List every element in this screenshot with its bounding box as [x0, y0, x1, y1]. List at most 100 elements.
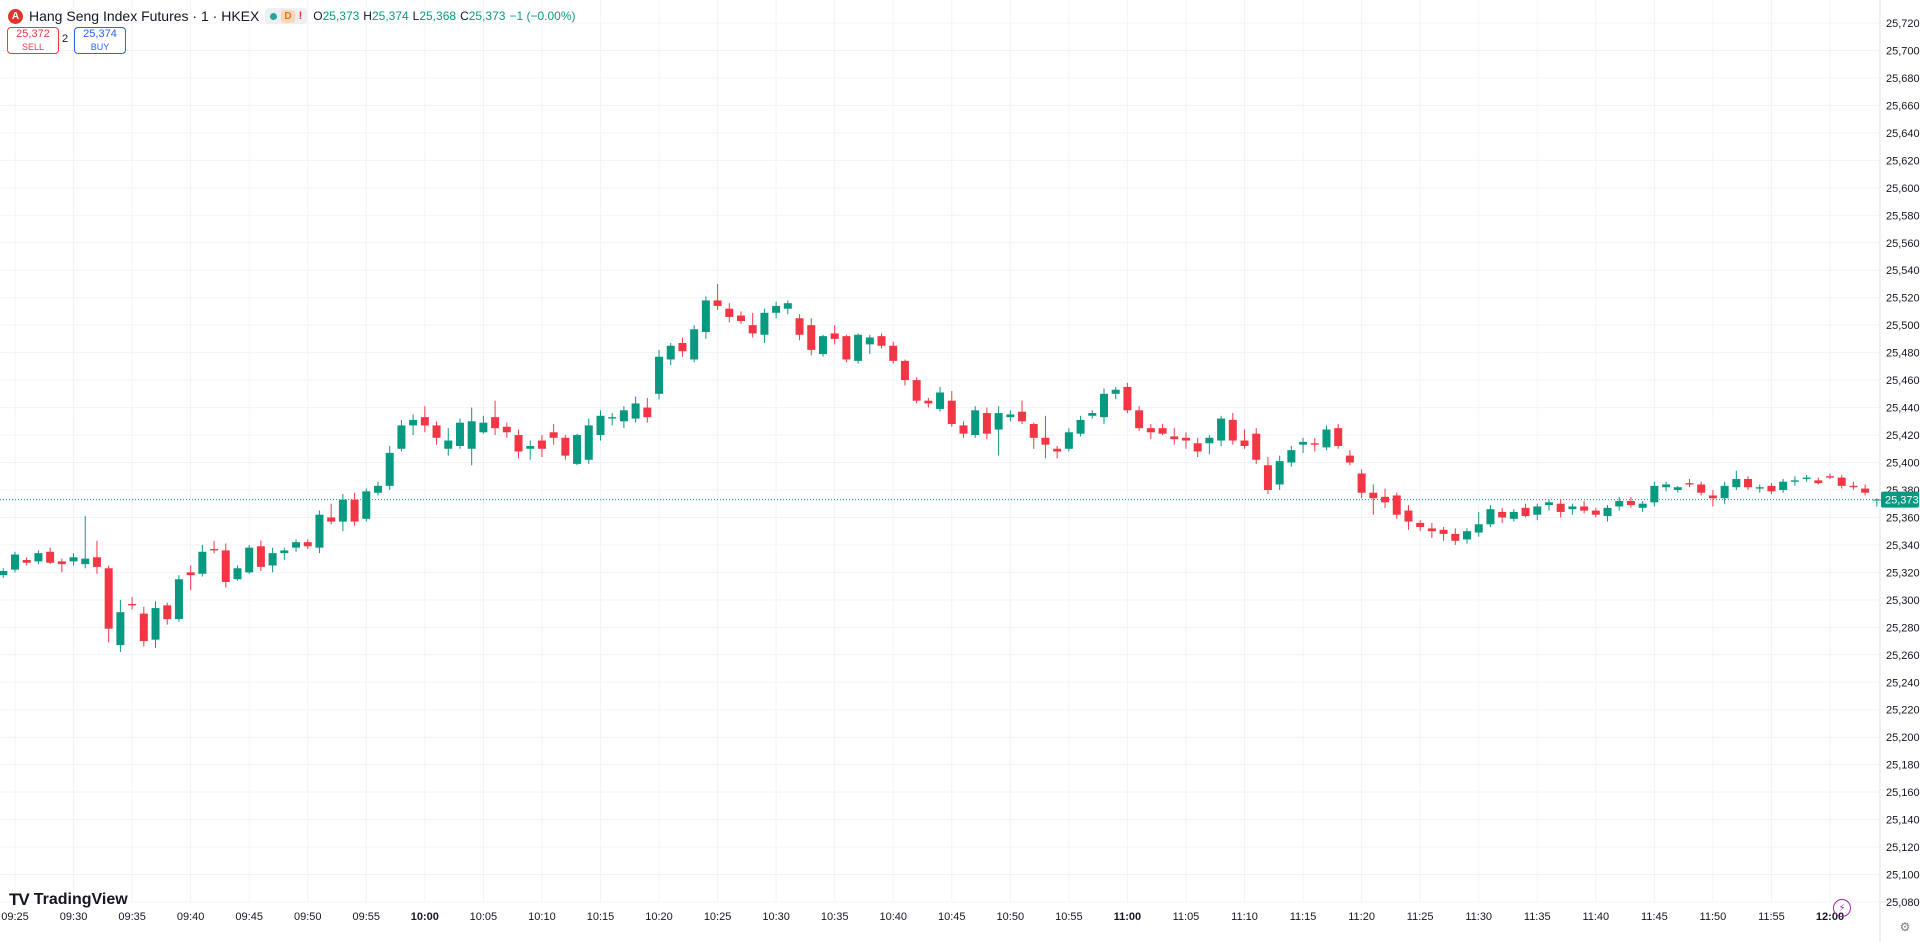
symbol-title[interactable]: Hang Seng Index Futures · 1 · HKEX [29, 8, 260, 24]
candle [1345, 450, 1354, 466]
y-tick-label: 25,560 [1886, 238, 1920, 250]
x-tick-label: 10:30 [762, 911, 790, 923]
candle-body [713, 300, 722, 306]
y-tick-label: 25,160 [1886, 787, 1920, 799]
candle [1673, 485, 1682, 493]
candle [338, 494, 347, 532]
candle [1088, 410, 1097, 419]
candle [1158, 424, 1167, 436]
candle-body [1193, 443, 1202, 452]
candle [420, 406, 429, 433]
candle [1767, 483, 1776, 495]
buy-label: BUY [90, 41, 110, 52]
candle [573, 433, 582, 466]
candle-body [725, 308, 734, 317]
candle-body [280, 550, 289, 554]
y-tick-label: 25,200 [1886, 732, 1920, 744]
candle [725, 303, 734, 323]
candle-body [1685, 483, 1694, 485]
candle [0, 568, 8, 578]
candle [807, 318, 816, 356]
candle [795, 314, 804, 341]
candle-body [432, 425, 441, 438]
exchange-logo-icon[interactable]: A [8, 8, 23, 24]
x-tick-label: 11:20 [1348, 911, 1375, 923]
candle [327, 503, 336, 525]
spread-value: 2 [62, 33, 69, 45]
market-open-dot-icon [270, 12, 278, 20]
lightning-icon[interactable]: ⚡ [1833, 899, 1851, 917]
delayed-badge[interactable]: D [281, 9, 295, 23]
candle-body [830, 333, 839, 339]
candle [971, 406, 980, 438]
candle [1439, 527, 1448, 541]
settings-gear-icon[interactable]: ⚙ [1899, 920, 1911, 934]
y-tick-label: 25,500 [1886, 320, 1920, 332]
x-tick-label: 10:55 [1055, 911, 1083, 923]
candle [1006, 410, 1015, 422]
buy-button[interactable]: 25,374 BUY [74, 27, 126, 54]
tradingview-brand[interactable]: TV TradingView [9, 890, 128, 910]
warning-icon[interactable]: ! [298, 10, 303, 22]
candle-body [1474, 524, 1483, 533]
y-tick-label: 25,240 [1886, 677, 1920, 689]
candle-body [350, 499, 359, 522]
y-tick-label: 25,280 [1886, 622, 1920, 634]
candle-body [573, 435, 582, 464]
candle-body [912, 380, 921, 401]
candles [0, 283, 1881, 653]
candle-body [1603, 507, 1612, 517]
candle [889, 341, 898, 364]
candle-body [92, 557, 101, 567]
candle-body [1662, 484, 1671, 488]
candle [936, 386, 945, 412]
candle [1498, 507, 1507, 523]
candle-body [1369, 492, 1378, 499]
candle [584, 418, 593, 464]
candle [245, 544, 254, 574]
candle [1872, 498, 1881, 507]
candle-body [479, 422, 488, 433]
candle-body [1439, 529, 1448, 534]
candle [1755, 484, 1764, 493]
candle-body [1650, 485, 1659, 503]
candle-body [467, 421, 476, 449]
candle [1626, 496, 1635, 508]
candle-body [385, 452, 394, 486]
candle [491, 400, 500, 436]
candle-body [1826, 476, 1834, 478]
x-tick-label: 11:30 [1465, 911, 1492, 923]
candle [737, 311, 745, 324]
y-tick-label: 25,480 [1886, 348, 1920, 360]
x-tick-label: 11:00 [1114, 911, 1142, 923]
candle [1135, 406, 1144, 431]
candle-body [1814, 480, 1823, 484]
candle-body [1064, 432, 1073, 449]
low-value: 25,368 [419, 9, 457, 23]
candle [994, 406, 1003, 456]
candle [1463, 528, 1471, 544]
candle [210, 540, 219, 554]
y-tick-label: 25,640 [1886, 128, 1920, 140]
candle-body [1463, 531, 1471, 540]
candle-body [268, 553, 277, 566]
sell-button[interactable]: 25,372 SELL [7, 27, 59, 54]
candle-body [163, 605, 172, 620]
candle [1322, 425, 1331, 451]
candle [982, 407, 991, 440]
candle [362, 488, 371, 522]
status-badges[interactable]: D ! [265, 8, 308, 24]
candle-body [34, 553, 43, 562]
candle-body [1076, 419, 1085, 434]
candle-body [1111, 389, 1120, 394]
candle-body [783, 303, 792, 309]
candle [1228, 413, 1237, 445]
candle-body [1591, 510, 1600, 515]
candle-body [1404, 510, 1413, 522]
candle [947, 391, 956, 427]
candle-body [877, 336, 886, 346]
candle [608, 413, 617, 426]
x-tick-label: 11:10 [1231, 911, 1258, 923]
candle-body [186, 572, 195, 576]
